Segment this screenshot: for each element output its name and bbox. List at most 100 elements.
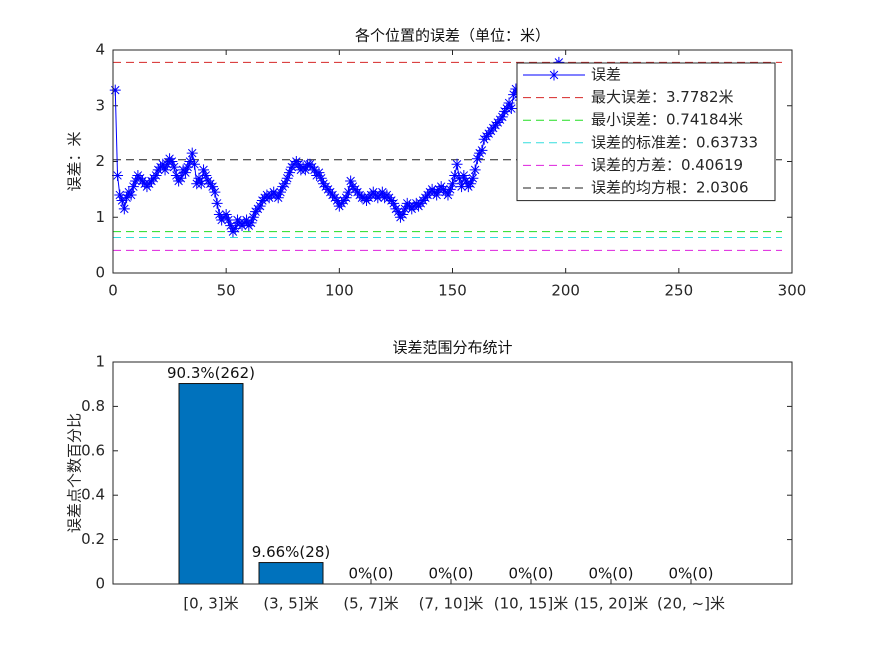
marker xyxy=(467,172,479,184)
marker xyxy=(340,192,352,204)
marker xyxy=(345,175,357,187)
marker xyxy=(193,172,205,184)
marker xyxy=(116,195,128,207)
marker xyxy=(188,158,200,170)
marker xyxy=(313,167,325,179)
value-label: 0%(0) xyxy=(668,565,713,583)
marker xyxy=(198,164,210,176)
marker xyxy=(225,220,237,232)
marker xyxy=(121,192,133,204)
y-tick-label: 1 xyxy=(95,353,105,371)
marker xyxy=(241,214,253,226)
marker xyxy=(109,84,121,96)
value-label: 9.66%(28) xyxy=(252,543,330,561)
marker xyxy=(200,169,212,181)
marker xyxy=(222,214,234,226)
marker xyxy=(388,197,400,209)
y-axis-label: 误差：米 xyxy=(66,131,84,191)
value-label: 0%(0) xyxy=(508,565,553,583)
value-label: 0%(0) xyxy=(348,565,393,583)
marker xyxy=(469,164,481,176)
marker xyxy=(447,178,458,190)
marker xyxy=(442,189,454,201)
chart-title: 误差范围分布统计 xyxy=(392,339,512,357)
value-label: 0%(0) xyxy=(428,565,473,583)
marker xyxy=(279,178,291,190)
marker xyxy=(503,97,515,109)
marker xyxy=(168,161,180,173)
legend-label: 误差的方差：0.40619 xyxy=(591,156,743,174)
y-tick-label: 0.2 xyxy=(81,530,105,548)
marker xyxy=(284,167,296,179)
y-tick-label: 3 xyxy=(95,96,105,114)
marker xyxy=(175,172,187,184)
marker xyxy=(308,164,320,176)
marker xyxy=(471,153,483,165)
marker xyxy=(548,69,560,81)
marker xyxy=(207,181,219,193)
marker xyxy=(431,189,443,201)
y-tick-label: 1 xyxy=(95,208,105,226)
marker xyxy=(186,147,198,159)
x-tick-label: 300 xyxy=(778,282,807,300)
x-tick-label: (7, 10]米 xyxy=(419,595,484,613)
marker xyxy=(130,175,142,187)
x-tick-label: (3, 5]米 xyxy=(263,595,318,613)
marker xyxy=(444,183,456,195)
marker xyxy=(245,217,257,229)
bar xyxy=(178,383,244,585)
y-tick-label: 0.6 xyxy=(81,441,105,459)
marker xyxy=(460,175,472,187)
y-tick-label: 4 xyxy=(95,41,105,59)
marker xyxy=(213,208,225,220)
marker xyxy=(510,83,522,95)
x-tick-label: (15, 20]米 xyxy=(574,595,648,613)
marker xyxy=(342,186,354,198)
x-tick-label: 200 xyxy=(551,282,580,300)
legend-label: 误差 xyxy=(591,66,621,84)
marker xyxy=(272,192,284,204)
marker xyxy=(220,208,232,220)
legend-label: 误差的标准差：0.63733 xyxy=(591,133,758,151)
marker xyxy=(127,181,139,193)
x-tick-label: 100 xyxy=(325,282,354,300)
marker xyxy=(118,203,130,215)
marker xyxy=(179,167,191,179)
marker xyxy=(496,111,508,123)
marker xyxy=(112,169,124,181)
marker xyxy=(553,56,565,68)
marker xyxy=(166,156,178,167)
x-tick-label: 250 xyxy=(665,282,694,300)
marker xyxy=(229,222,241,234)
marker xyxy=(227,226,239,238)
marker xyxy=(211,197,223,209)
marker xyxy=(150,169,162,181)
legend-label: 误差的均方根：2.0306 xyxy=(591,179,749,197)
marker xyxy=(182,161,194,173)
marker xyxy=(465,178,477,190)
marker xyxy=(274,186,286,198)
legend-box xyxy=(516,62,776,202)
marker xyxy=(315,172,327,184)
value-label: 0%(0) xyxy=(588,565,633,583)
marker xyxy=(458,169,470,181)
marker xyxy=(247,211,259,223)
marker xyxy=(159,164,171,176)
marker xyxy=(399,203,411,215)
marker xyxy=(331,195,343,207)
marker xyxy=(209,186,221,198)
x-tick-label: [0, 3]米 xyxy=(183,595,238,613)
y-tick-label: 0 xyxy=(95,264,105,282)
marker xyxy=(299,164,311,176)
marker xyxy=(451,158,463,170)
marker xyxy=(125,189,137,201)
axes-frame xyxy=(112,361,793,585)
x-tick-label: (5, 7]米 xyxy=(343,595,398,613)
marker xyxy=(170,169,182,181)
value-label: 90.3%(262) xyxy=(167,364,255,382)
y-axis-label: 误差点个数百分比 xyxy=(66,413,84,533)
marker xyxy=(449,169,461,181)
y-tick-label: 0 xyxy=(95,575,105,593)
x-tick-label: 150 xyxy=(438,282,467,300)
